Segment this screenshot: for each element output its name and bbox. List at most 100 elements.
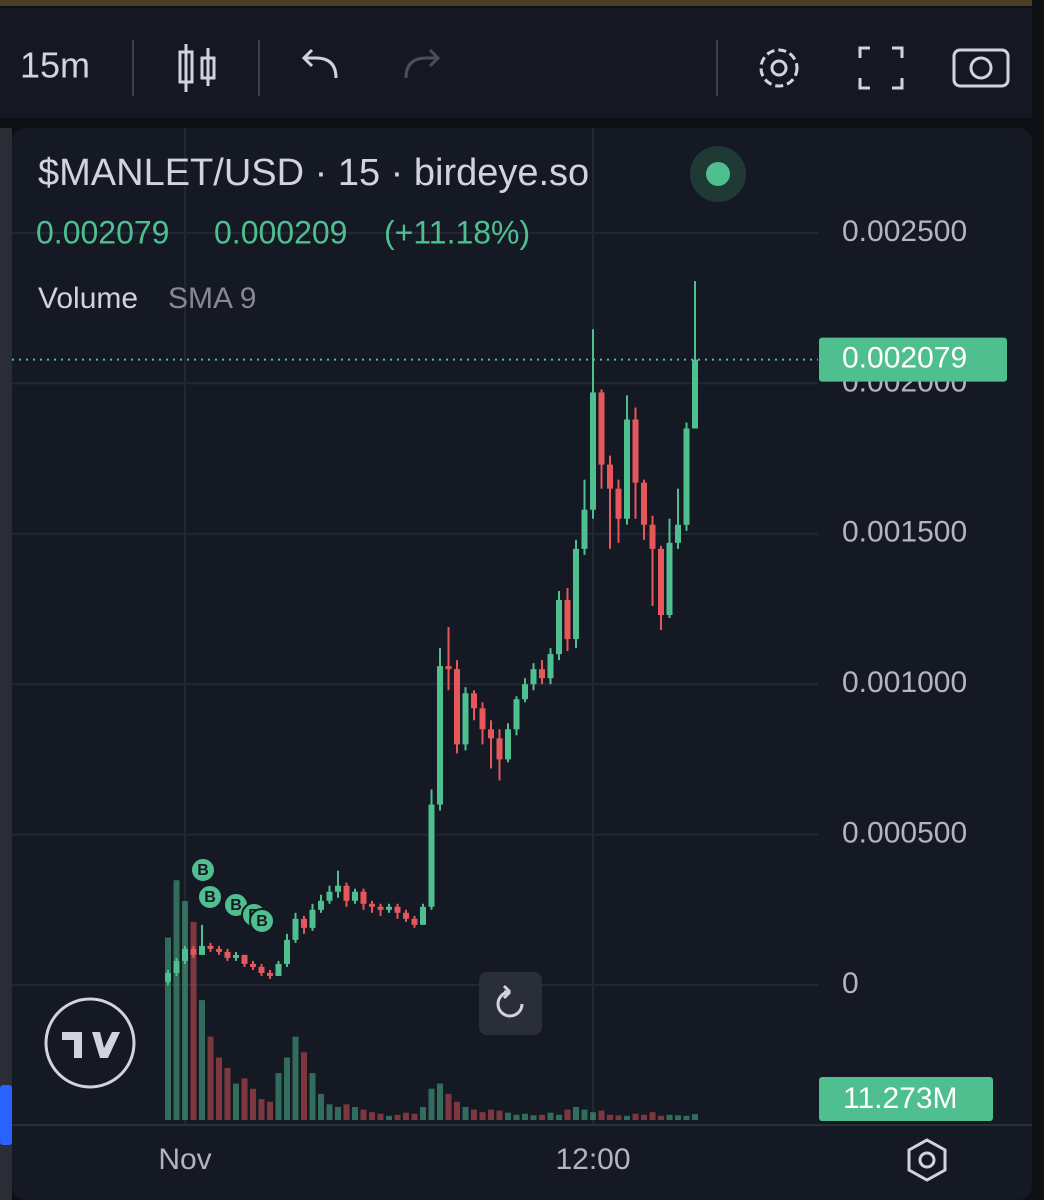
candle-body: [182, 948, 188, 961]
volume-pane: [165, 880, 698, 1120]
volume-bar: [199, 1000, 205, 1120]
candle-body: [292, 918, 299, 940]
last-price-label: 0.002079: [842, 342, 967, 375]
volume-bar: [292, 1036, 299, 1120]
axis-settings-button[interactable]: [907, 1138, 947, 1182]
candle-body: [445, 666, 452, 670]
undo-button[interactable]: [301, 48, 338, 79]
interval-button[interactable]: 15m: [20, 45, 90, 86]
candle-body: [267, 972, 273, 976]
volume-bar: [488, 1109, 494, 1120]
volume-bar: [360, 1109, 367, 1120]
candle-body: [556, 599, 562, 655]
buy-marker: [190, 857, 216, 883]
volume-bar: [207, 1036, 214, 1120]
candle-body: [590, 392, 596, 510]
candle-body: [190, 948, 197, 955]
candle-body: [199, 945, 205, 955]
volume-bar: [615, 1115, 622, 1120]
volume-bar: [394, 1114, 401, 1120]
volume-bar: [683, 1115, 690, 1120]
candle-body: [692, 359, 698, 429]
candle-body: [564, 599, 571, 640]
volume-bar: [173, 880, 180, 1120]
candle-body: [207, 945, 214, 949]
y-tick-label: 0: [842, 967, 859, 1000]
last-price-box: [819, 337, 1007, 382]
chart-type-button[interactable]: [178, 44, 216, 92]
candle-body: [675, 524, 681, 543]
volume-bar: [530, 1115, 537, 1120]
volume-bar: [386, 1115, 392, 1120]
volume-bar: [496, 1110, 503, 1120]
candle-body: [624, 419, 630, 519]
candle-body: [377, 906, 384, 910]
candle-body: [420, 906, 426, 925]
buy-marker-label: B: [204, 889, 216, 906]
chart-title: $MANLET/USD · 15 · birdeye.so: [38, 152, 589, 194]
volume-bar: [505, 1112, 511, 1120]
volume-bar: [335, 1106, 341, 1120]
status-dot: [706, 162, 730, 186]
volume-bar: [352, 1106, 358, 1120]
last-price: 0.002079: [36, 214, 169, 250]
axis-settings-icon: [918, 1151, 936, 1169]
volume-bar: [624, 1115, 630, 1120]
toolbar: [0, 8, 1032, 118]
volume-bar: [216, 1057, 222, 1120]
candle-body: [411, 918, 418, 925]
volume-bar: [513, 1114, 520, 1120]
candle-body: [454, 669, 460, 745]
side-tab[interactable]: [0, 1085, 12, 1145]
volume-bar: [190, 921, 197, 1120]
volume-bar: [420, 1106, 426, 1120]
candle-body: [309, 909, 316, 928]
candle-body: [437, 666, 443, 805]
fullscreen-button[interactable]: [858, 46, 904, 90]
buy-marker-label: B: [230, 897, 242, 914]
candle-body: [318, 900, 324, 910]
candle-body: [488, 729, 494, 739]
candle-body: [505, 729, 511, 760]
volume-bar: [598, 1110, 605, 1120]
x-tick-label: Nov: [158, 1143, 211, 1176]
volume-bar: [692, 1114, 698, 1120]
volume-bar: [369, 1112, 375, 1120]
candle-body: [615, 488, 622, 519]
candle-body: [530, 669, 537, 685]
volume-bar: [547, 1112, 554, 1120]
volume-bar: [479, 1112, 486, 1120]
candle-body: [224, 951, 231, 958]
volume-bar: [649, 1112, 656, 1120]
volume-bar: [241, 1078, 248, 1120]
buy-marker-label: B: [197, 862, 209, 879]
volume-bar: [454, 1101, 460, 1120]
settings-button[interactable]: [759, 48, 799, 88]
volume-bar: [301, 1052, 307, 1120]
candle-body: [607, 464, 613, 489]
candle-body: [275, 963, 282, 976]
volume-bar: [343, 1104, 350, 1120]
candle-body: [547, 654, 554, 679]
volume-bar: [318, 1093, 324, 1120]
candle-body: [649, 524, 656, 549]
y-tick-label: 0.002500: [842, 215, 967, 248]
candle-body: [658, 548, 664, 616]
volume-bar: [437, 1083, 443, 1120]
reset-chart-button[interactable]: [479, 972, 542, 1035]
y-tick-label: 0.000500: [842, 817, 967, 850]
buy-marker-label: B: [256, 913, 268, 930]
candle-body: [539, 669, 545, 679]
candle-body: [522, 684, 528, 700]
redo-button[interactable]: [404, 48, 441, 79]
y-tick-label: 0.001000: [842, 666, 967, 699]
volume-bar: [666, 1114, 673, 1120]
candle-body: [369, 903, 375, 907]
tradingview-logo[interactable]: [44, 997, 136, 1089]
volume-bar: [165, 937, 171, 1120]
screenshot-button[interactable]: [952, 48, 1010, 88]
candle-body: [250, 963, 256, 967]
volume-bar: [182, 901, 188, 1120]
